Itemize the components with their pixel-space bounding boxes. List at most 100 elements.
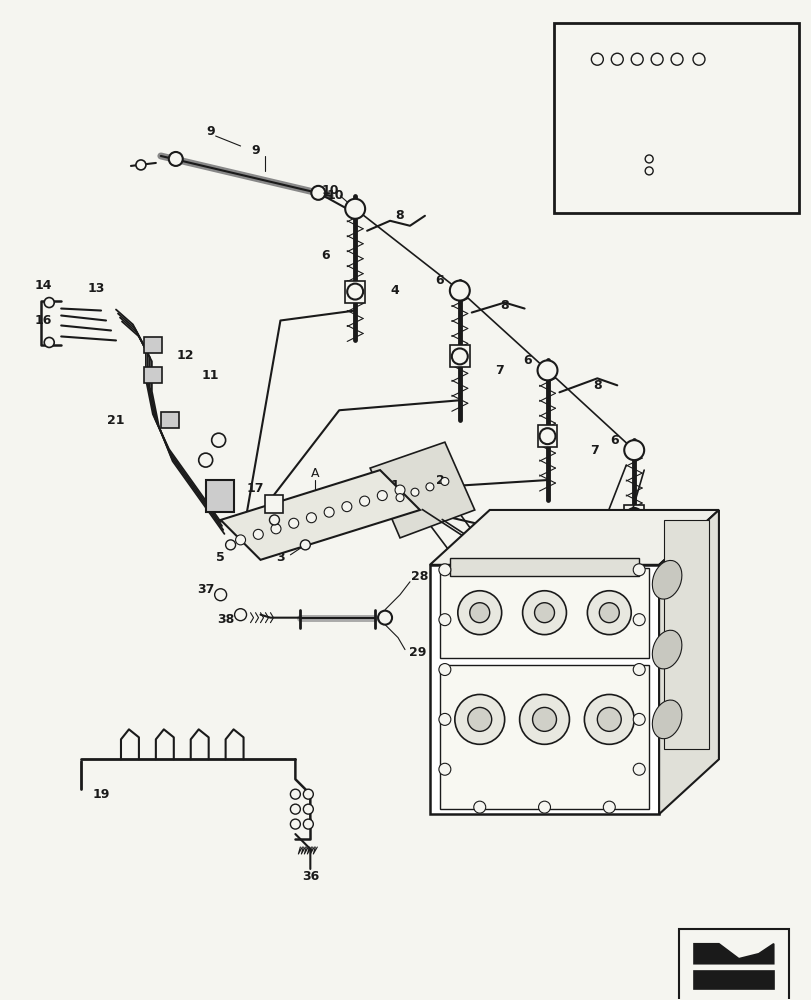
Text: 1: 1 — [390, 479, 399, 492]
Circle shape — [396, 494, 404, 502]
Circle shape — [539, 428, 555, 444]
Circle shape — [212, 433, 225, 447]
Text: A: A — [633, 191, 640, 201]
Ellipse shape — [651, 630, 681, 669]
Circle shape — [378, 611, 392, 625]
Circle shape — [44, 298, 54, 308]
Circle shape — [289, 518, 298, 528]
Circle shape — [467, 707, 491, 731]
Circle shape — [439, 763, 450, 775]
Bar — [429, 565, 659, 814]
Circle shape — [633, 614, 645, 626]
Circle shape — [439, 564, 450, 576]
Circle shape — [394, 485, 405, 495]
Circle shape — [584, 694, 633, 744]
Text: 10: 10 — [326, 189, 344, 202]
Text: 14: 14 — [34, 279, 52, 292]
Circle shape — [303, 804, 313, 814]
Circle shape — [440, 477, 448, 485]
Text: 9: 9 — [206, 125, 215, 138]
Circle shape — [311, 186, 325, 200]
Circle shape — [624, 440, 643, 460]
Bar — [440, 665, 648, 809]
Circle shape — [532, 707, 556, 731]
Circle shape — [426, 483, 433, 491]
Bar — [537, 425, 557, 447]
Circle shape — [410, 488, 418, 496]
Circle shape — [451, 348, 467, 364]
Ellipse shape — [651, 700, 681, 739]
Polygon shape — [370, 442, 474, 538]
Text: 8: 8 — [395, 209, 404, 222]
Circle shape — [306, 513, 316, 523]
Circle shape — [633, 664, 645, 676]
Circle shape — [597, 707, 620, 731]
Circle shape — [169, 152, 182, 166]
Polygon shape — [221, 470, 419, 560]
Text: 7: 7 — [669, 523, 678, 536]
Text: 4: 4 — [390, 284, 399, 297]
Circle shape — [439, 713, 450, 725]
Circle shape — [633, 763, 645, 775]
Text: 13: 13 — [88, 282, 105, 295]
Bar — [345, 281, 365, 303]
Circle shape — [470, 603, 489, 623]
Circle shape — [534, 603, 554, 623]
Circle shape — [633, 713, 645, 725]
Text: 37: 37 — [197, 583, 214, 596]
Circle shape — [341, 502, 351, 512]
Circle shape — [214, 589, 226, 601]
Circle shape — [519, 694, 569, 744]
Text: 10: 10 — [321, 184, 338, 197]
Bar — [161, 412, 178, 428]
Text: 2: 2 — [435, 474, 444, 487]
Bar — [663, 520, 708, 749]
Text: 19: 19 — [92, 788, 109, 801]
Circle shape — [199, 453, 212, 467]
Circle shape — [377, 491, 387, 501]
Circle shape — [44, 337, 54, 347]
Text: 38: 38 — [217, 613, 234, 626]
Circle shape — [347, 284, 363, 300]
Polygon shape — [429, 510, 718, 565]
Text: 40: 40 — [609, 144, 624, 154]
Bar — [144, 337, 161, 353]
Circle shape — [603, 801, 615, 813]
Circle shape — [135, 160, 146, 170]
Text: 6: 6 — [320, 249, 329, 262]
Text: 3: 3 — [276, 551, 285, 564]
Circle shape — [538, 801, 550, 813]
Bar — [440, 568, 648, 658]
Circle shape — [234, 609, 247, 621]
Ellipse shape — [651, 560, 681, 599]
Text: 6: 6 — [522, 354, 531, 367]
Text: 17: 17 — [247, 482, 264, 495]
Circle shape — [359, 496, 369, 506]
Circle shape — [235, 535, 245, 545]
Text: 8: 8 — [500, 299, 508, 312]
Circle shape — [439, 614, 450, 626]
Polygon shape — [693, 944, 773, 964]
Bar — [554, 23, 798, 213]
Circle shape — [537, 360, 557, 380]
Polygon shape — [659, 510, 718, 814]
Bar — [449, 558, 638, 576]
Text: 11: 11 — [202, 369, 219, 382]
Circle shape — [271, 524, 281, 534]
Circle shape — [253, 529, 263, 539]
Text: 9: 9 — [251, 144, 260, 157]
Circle shape — [439, 664, 450, 676]
Circle shape — [303, 789, 313, 799]
Text: 28: 28 — [410, 570, 428, 583]
Text: 36: 36 — [302, 870, 319, 883]
Text: 16: 16 — [35, 314, 52, 327]
Text: 21: 21 — [107, 414, 125, 427]
Text: 12: 12 — [177, 349, 195, 362]
Circle shape — [625, 508, 642, 524]
Text: A: A — [311, 467, 320, 480]
Circle shape — [457, 591, 501, 635]
Bar — [624, 505, 643, 527]
Bar — [144, 367, 161, 383]
Text: 42: 42 — [609, 91, 624, 101]
Circle shape — [290, 789, 300, 799]
